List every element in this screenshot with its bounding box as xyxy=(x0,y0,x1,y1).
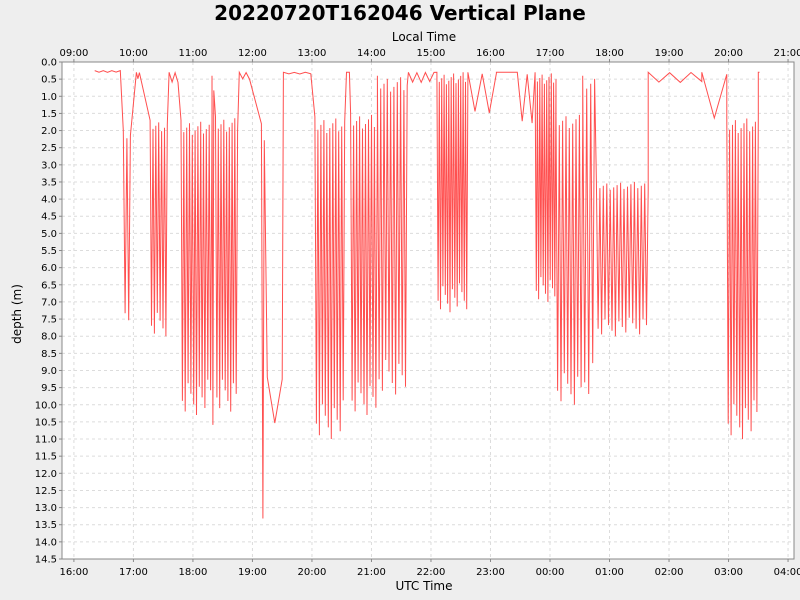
x2-tick-label: 17:00 xyxy=(536,48,565,59)
x2-tick-label: 15:00 xyxy=(417,48,446,59)
y-tick-label: 1.0 xyxy=(41,92,57,103)
x2-tick-label: 14:00 xyxy=(357,48,386,59)
plot-border xyxy=(61,61,795,560)
y-tick-label: 9.5 xyxy=(41,383,57,394)
x-tick-label: 20:00 xyxy=(298,567,327,578)
x2-tick-label: 20:00 xyxy=(714,48,743,59)
y-tick-label: 3.0 xyxy=(41,160,57,171)
y-tick-label: 5.5 xyxy=(41,246,57,257)
axes: 0.0 0.5 1.0 1.5 2.0 2.5 3.0 3.5 4.0 4.5 5.0 5.5 6.0 6… xyxy=(35,48,800,578)
y-tick-label: 8.0 xyxy=(41,332,57,343)
x-axis-title: UTC Time xyxy=(396,579,453,593)
x-tick-label: 02:00 xyxy=(655,567,684,578)
x-tick-label: 18:00 xyxy=(179,567,208,578)
depth-series-line xyxy=(94,69,760,519)
chart-title: 20220720T162046 Vertical Plane xyxy=(214,1,586,25)
x-tick-label: 04:00 xyxy=(774,567,800,578)
y-tick-label: 0.5 xyxy=(41,75,57,86)
x2-tick-label: 21:00 xyxy=(774,48,800,59)
y-tick-label: 2.0 xyxy=(41,126,57,137)
y-tick-label: 0.0 xyxy=(41,58,57,69)
x-tick-label: 01:00 xyxy=(595,567,624,578)
y-tick-label: 10.0 xyxy=(35,400,57,411)
y-tick-label: 4.5 xyxy=(41,212,57,223)
x-tick-label: 03:00 xyxy=(714,567,743,578)
x-tick-label: 22:00 xyxy=(417,567,446,578)
y-tick-label: 6.5 xyxy=(41,280,57,291)
x2-tick-label: 13:00 xyxy=(298,48,327,59)
x2-tick-label: 12:00 xyxy=(238,48,267,59)
y-tick-label: 2.5 xyxy=(41,143,57,154)
x2-tick-label: 16:00 xyxy=(476,48,505,59)
x-tick-label: 17:00 xyxy=(119,567,148,578)
x2-tick-label: 09:00 xyxy=(59,48,88,59)
x2-tick-label: 10:00 xyxy=(119,48,148,59)
y-tick-label: 3.5 xyxy=(41,177,57,188)
y-tick-label: 13.5 xyxy=(35,520,57,531)
y-tick-label: 6.0 xyxy=(41,263,57,274)
x-tick-label: 19:00 xyxy=(238,567,267,578)
x2-tick-label: 11:00 xyxy=(179,48,208,59)
y-tick-label: 10.5 xyxy=(35,417,57,428)
y-tick-label: 8.5 xyxy=(41,349,57,360)
y-tick-label: 7.5 xyxy=(41,315,57,326)
y-tick-label: 5.0 xyxy=(41,229,57,240)
plot-area xyxy=(62,62,794,559)
y-tick-label: 13.0 xyxy=(35,503,57,514)
y-tick-label: 12.0 xyxy=(35,469,57,480)
x-tick-label: 16:00 xyxy=(59,567,88,578)
x2-axis-title: Local Time xyxy=(392,30,456,44)
y-tick-label: 4.0 xyxy=(41,195,57,206)
y-tick-label: 1.5 xyxy=(41,109,57,120)
x2-tick-label: 19:00 xyxy=(655,48,684,59)
x2-tick-label: 18:00 xyxy=(595,48,624,59)
y-tick-label: 7.0 xyxy=(41,297,57,308)
x-tick-label: 21:00 xyxy=(357,567,386,578)
data-layer xyxy=(94,69,760,519)
y-tick-label: 11.0 xyxy=(35,435,57,446)
y-axis-title: depth (m) xyxy=(10,284,24,344)
y-tick-label: 11.5 xyxy=(35,452,57,463)
x-tick-label: 00:00 xyxy=(536,567,565,578)
y-tick-label: 9.0 xyxy=(41,366,57,377)
y-tick-label: 14.5 xyxy=(35,555,57,566)
y-tick-label: 12.5 xyxy=(35,486,57,497)
x-tick-label: 23:00 xyxy=(476,567,505,578)
y-tick-label: 14.0 xyxy=(35,537,57,548)
